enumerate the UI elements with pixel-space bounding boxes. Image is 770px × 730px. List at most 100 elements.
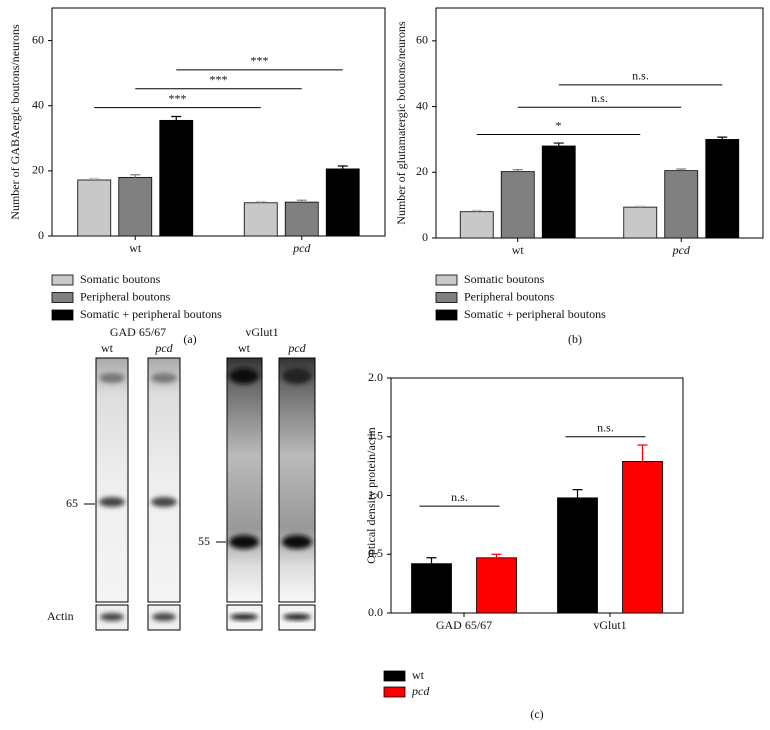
significance-label: ***	[169, 91, 187, 105]
bar	[77, 179, 112, 237]
error-bar	[491, 553, 502, 558]
legend-swatch	[383, 686, 406, 698]
y-axis-label: Number of glutamatergic boutons/neurons	[394, 21, 408, 225]
blot-band	[99, 497, 125, 507]
bar	[622, 461, 663, 614]
error-bar	[512, 169, 523, 172]
x-tick-label: pcd	[672, 243, 691, 257]
legend-swatch	[51, 292, 74, 303]
error-bar	[572, 489, 583, 498]
legend-swatch	[383, 670, 406, 682]
significance-label: n.s.	[591, 91, 608, 105]
y-axis-label: Optical density protein/actin	[364, 427, 378, 564]
legend-label: Somatic + peripheral boutons	[464, 307, 606, 321]
y-tick-label: 0	[422, 230, 428, 244]
bar	[411, 563, 452, 614]
blot-title: GAD 65/67	[110, 325, 166, 339]
blot-band	[282, 368, 312, 384]
y-tick-label: 60	[32, 32, 44, 46]
x-tick-label: vGlut1	[593, 618, 626, 632]
panel-caption: (b)	[568, 332, 582, 346]
y-tick-label: 40	[32, 97, 44, 111]
y-tick-label: 0	[38, 228, 44, 242]
y-tick-label: 1.5	[368, 429, 383, 443]
blot-band	[100, 613, 124, 621]
y-tick-label: 40	[416, 98, 428, 112]
blot-band	[229, 535, 259, 549]
y-axis-label: Number of GABAergic boutons/neurons	[8, 24, 22, 220]
legend-label: pcd	[411, 684, 430, 698]
error-bar	[337, 165, 348, 169]
error-bar	[130, 174, 141, 178]
bar	[325, 168, 360, 237]
bar	[284, 201, 319, 237]
y-tick-label: 20	[416, 164, 428, 178]
bar	[705, 139, 740, 239]
lane-label: pcd	[287, 341, 306, 355]
y-tick-label: 1.0	[368, 487, 383, 501]
bar	[459, 211, 494, 239]
blot-band	[152, 613, 176, 621]
significance-label: ***	[210, 73, 228, 87]
legend-swatch	[51, 274, 74, 286]
panel-caption: (c)	[530, 707, 543, 721]
blot-lane	[95, 357, 129, 603]
bar	[118, 176, 153, 237]
lane-label: wt	[238, 341, 251, 355]
legend-label: Somatic boutons	[464, 272, 545, 286]
bar	[243, 202, 278, 237]
y-tick-label: 20	[32, 163, 44, 177]
y-tick-label: 0.0	[368, 605, 383, 619]
blot-band	[151, 373, 177, 383]
significance-label: ***	[251, 54, 269, 68]
blot-lane	[278, 357, 316, 603]
y-tick-label: 60	[416, 33, 428, 47]
marker-label: 55	[198, 534, 210, 548]
actin-label: Actin	[47, 609, 74, 623]
error-bar	[426, 557, 437, 564]
bar	[664, 170, 699, 239]
western-blots: GAD 65/67 wt pcd vGlut1 wt pcd 65 55 Act…	[47, 325, 316, 631]
bar	[159, 119, 194, 237]
bar	[500, 171, 535, 239]
blot-band	[99, 373, 125, 383]
error-bar	[637, 444, 648, 462]
blot-title: vGlut1	[245, 325, 278, 339]
blot-band	[151, 497, 177, 507]
significance-label: n.s.	[632, 69, 649, 83]
panel-caption: (a)	[183, 332, 196, 346]
x-tick-label: wt	[129, 241, 142, 255]
significance-label: n.s.	[597, 421, 614, 435]
error-bar	[296, 199, 307, 203]
bar	[541, 145, 576, 239]
significance-label: *	[556, 118, 562, 132]
significance-label: n.s.	[451, 490, 468, 504]
bar	[623, 206, 658, 239]
error-bar	[553, 142, 564, 146]
legend-swatch	[435, 292, 458, 303]
y-tick-label: 2.0	[368, 370, 383, 384]
legend-label: Somatic + peripheral boutons	[80, 307, 222, 321]
legend-swatch	[435, 309, 458, 321]
blot-band	[229, 368, 259, 384]
error-bar	[89, 177, 100, 180]
error-bar	[676, 168, 687, 171]
legend-label: Peripheral boutons	[464, 289, 555, 303]
lane-label: wt	[101, 341, 114, 355]
x-tick-label: pcd	[292, 241, 311, 255]
legend-swatch	[51, 309, 74, 321]
legend-label: Somatic boutons	[80, 272, 161, 286]
legend-label: wt	[412, 668, 425, 682]
bar	[557, 497, 598, 614]
plot-frame	[51, 7, 386, 237]
lane-label: pcd	[154, 341, 173, 355]
x-tick-label: GAD 65/67	[436, 618, 492, 632]
x-tick-label: wt	[512, 243, 525, 257]
blot-band	[283, 614, 311, 620]
error-bar	[471, 209, 482, 212]
y-tick-label: 0.5	[368, 546, 383, 560]
error-bar	[171, 115, 182, 121]
marker-label: 65	[66, 496, 78, 510]
error-bar	[635, 205, 646, 208]
